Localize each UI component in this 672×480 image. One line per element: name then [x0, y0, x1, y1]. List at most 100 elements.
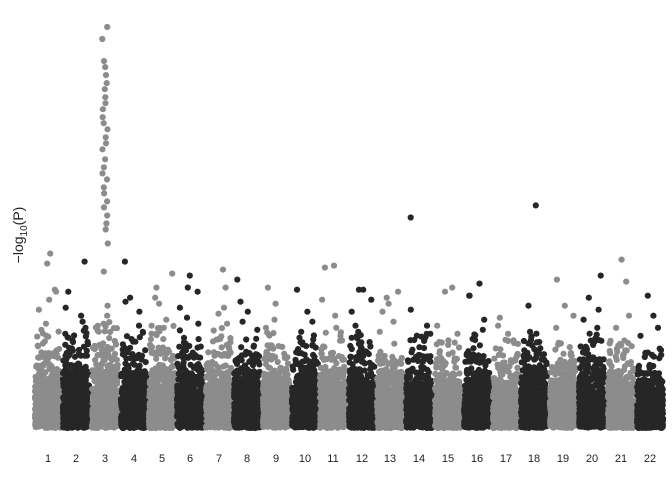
snp-point [220, 404, 227, 411]
snp-top-point [102, 226, 109, 233]
snp-point [137, 416, 144, 423]
snp-point [246, 358, 253, 365]
snp-top-point [99, 106, 106, 113]
snp-point [77, 393, 84, 400]
snp-point [98, 414, 105, 421]
snp-top-point [234, 276, 241, 283]
snp-top-point [121, 258, 128, 265]
snp-point [89, 385, 96, 392]
snp-point [34, 333, 41, 340]
snp-point [81, 352, 88, 359]
snp-top-point [44, 260, 51, 267]
snp-top-point [104, 240, 111, 247]
snp-point [108, 386, 115, 393]
snp-top-point [102, 72, 110, 79]
snp-point [91, 395, 98, 402]
snp-top-point [103, 176, 111, 183]
snp-point [33, 402, 41, 409]
snp-top-point [244, 308, 251, 315]
snp-point [250, 343, 257, 350]
snp-point [270, 377, 277, 384]
snp-point [274, 423, 281, 430]
snp-point [195, 336, 202, 343]
snp-top-point [183, 314, 191, 321]
snp-point [220, 363, 227, 370]
snp-point [84, 401, 91, 408]
snp-top-point [103, 80, 110, 87]
snp-point [54, 384, 61, 391]
snp-point [83, 415, 90, 422]
snp-point [170, 322, 177, 329]
snp-point [244, 366, 251, 373]
snp-top-point [104, 302, 111, 309]
snp-point [219, 398, 226, 406]
snp-point [118, 388, 125, 395]
snp-point [97, 363, 104, 370]
snp-top-point [195, 320, 202, 327]
snp-point [97, 408, 104, 415]
snp-point [226, 340, 233, 347]
snp-point [112, 395, 119, 402]
snp-point [52, 397, 59, 404]
snp-point [190, 408, 197, 415]
snp-point [84, 389, 91, 396]
snp-point [190, 376, 197, 383]
snp-point [227, 335, 234, 342]
snp-point [211, 352, 218, 359]
snp-point [155, 344, 162, 351]
snp-point [53, 421, 61, 428]
snp-point [176, 395, 183, 402]
snp-point [218, 325, 225, 332]
snp-point [99, 423, 106, 430]
snp-point [178, 386, 185, 393]
snp-top-point [102, 156, 109, 163]
snp-point [148, 349, 156, 356]
snp-point [39, 390, 46, 397]
snp-point [149, 376, 156, 383]
snp-point [185, 390, 192, 397]
snp-point [111, 407, 118, 414]
chromosome-9-points [259, 284, 293, 431]
snp-point [205, 349, 212, 356]
snp-point [261, 413, 268, 420]
snp-point [246, 350, 253, 357]
snp-top-point [224, 320, 231, 327]
snp-point [210, 327, 217, 334]
snp-point [69, 402, 76, 409]
snp-point [231, 412, 238, 419]
snp-point [176, 327, 183, 334]
snp-top-point [237, 298, 244, 305]
snp-point [107, 328, 114, 336]
snp-top-point [82, 324, 89, 331]
snp-top-point [102, 100, 109, 107]
snp-point [132, 338, 139, 345]
snp-point [166, 386, 174, 393]
snp-point [121, 400, 128, 407]
snp-point [124, 349, 131, 356]
snp-point [33, 417, 40, 424]
snp-point [160, 393, 167, 400]
snp-point [112, 341, 120, 348]
snp-point [175, 376, 182, 383]
snp-point [276, 370, 283, 377]
snp-point [177, 409, 184, 416]
snp-point [35, 354, 43, 361]
snp-point [90, 344, 97, 351]
snp-point [194, 344, 201, 351]
snp-point [180, 339, 187, 346]
snp-point [218, 410, 225, 417]
snp-point [84, 341, 92, 348]
snp-point [192, 396, 199, 403]
snp-top-point [100, 184, 107, 191]
snp-point [252, 357, 259, 364]
snp-top-point [103, 220, 110, 227]
snp-point [270, 330, 277, 337]
snp-top-point [38, 326, 45, 333]
snp-point [69, 368, 76, 375]
snp-top-point [62, 330, 69, 337]
snp-point [195, 354, 202, 361]
snp-point [45, 394, 52, 402]
snp-top-point [102, 64, 109, 71]
snp-point [106, 361, 114, 368]
